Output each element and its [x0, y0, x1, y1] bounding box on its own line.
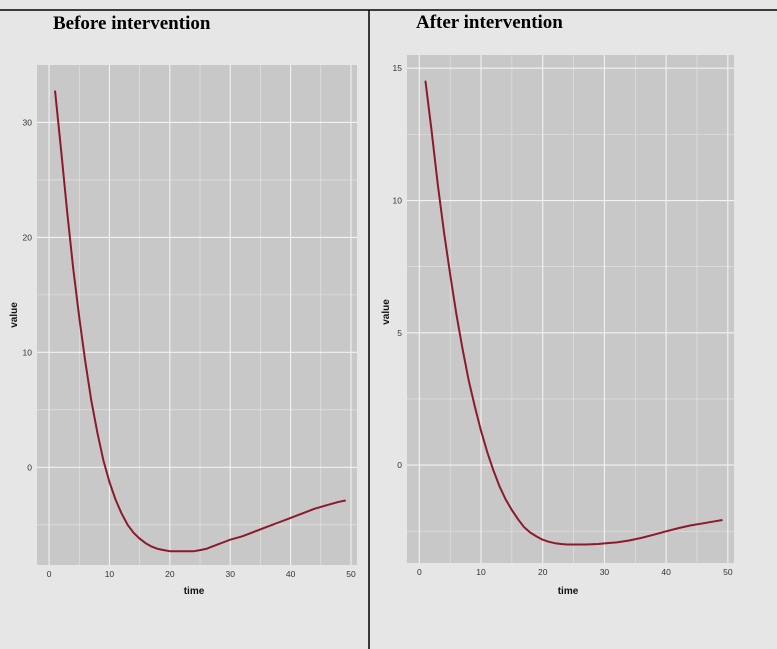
grid-before: [37, 65, 357, 565]
y-tick-label: 10: [23, 347, 33, 357]
y-ticks-after: 0 5 10 15: [393, 63, 403, 470]
x-tick-label: 20: [538, 567, 548, 577]
plot-area-before: [37, 65, 357, 565]
x-tick-label: 40: [661, 567, 671, 577]
x-tick-label: 40: [286, 569, 296, 579]
x-ticks-after: 0 10 20 30 40 50: [417, 567, 733, 577]
grid-after: [407, 55, 734, 563]
panel-title-after: After intervention: [416, 12, 563, 33]
y-axis-title-before: value: [9, 302, 20, 328]
y-tick-label: 30: [23, 117, 33, 127]
x-axis-title-after: time: [558, 586, 579, 597]
x-tick-label: 0: [47, 569, 52, 579]
series-after: [424, 80, 723, 546]
y-tick-label: 0: [397, 460, 402, 470]
x-axis-title-before: time: [184, 586, 205, 597]
plot-area-after: [407, 55, 734, 563]
series-line-after: [424, 80, 723, 546]
y-tick-label: 0: [27, 462, 32, 472]
y-tick-label: 10: [393, 196, 403, 206]
x-tick-label: 30: [225, 569, 235, 579]
panel-after: After intervention 0 10 20 30 40 50 0 5 10 15 ti…: [381, 12, 734, 597]
y-tick-label: 15: [393, 63, 403, 73]
y-tick-label: 5: [397, 328, 402, 338]
x-ticks-before: 0 10 20 30 40 50: [47, 569, 356, 579]
series-before: [54, 90, 346, 553]
x-tick-label: 0: [417, 567, 422, 577]
x-tick-label: 50: [346, 569, 356, 579]
x-tick-label: 50: [723, 567, 733, 577]
panel-before: Before intervention 0 10 20 30 40 50 0102030 …: [9, 13, 357, 597]
y-tick-label: 20: [23, 232, 33, 242]
x-tick-label: 10: [105, 569, 115, 579]
panel-title-before: Before intervention: [53, 13, 211, 34]
y-axis-title-after: value: [381, 299, 392, 325]
x-tick-label: 10: [476, 567, 486, 577]
series-line-before: [54, 90, 346, 553]
x-tick-label: 30: [600, 567, 610, 577]
x-tick-label: 20: [165, 569, 175, 579]
y-ticks-before: 0 10 20 30: [23, 117, 33, 472]
